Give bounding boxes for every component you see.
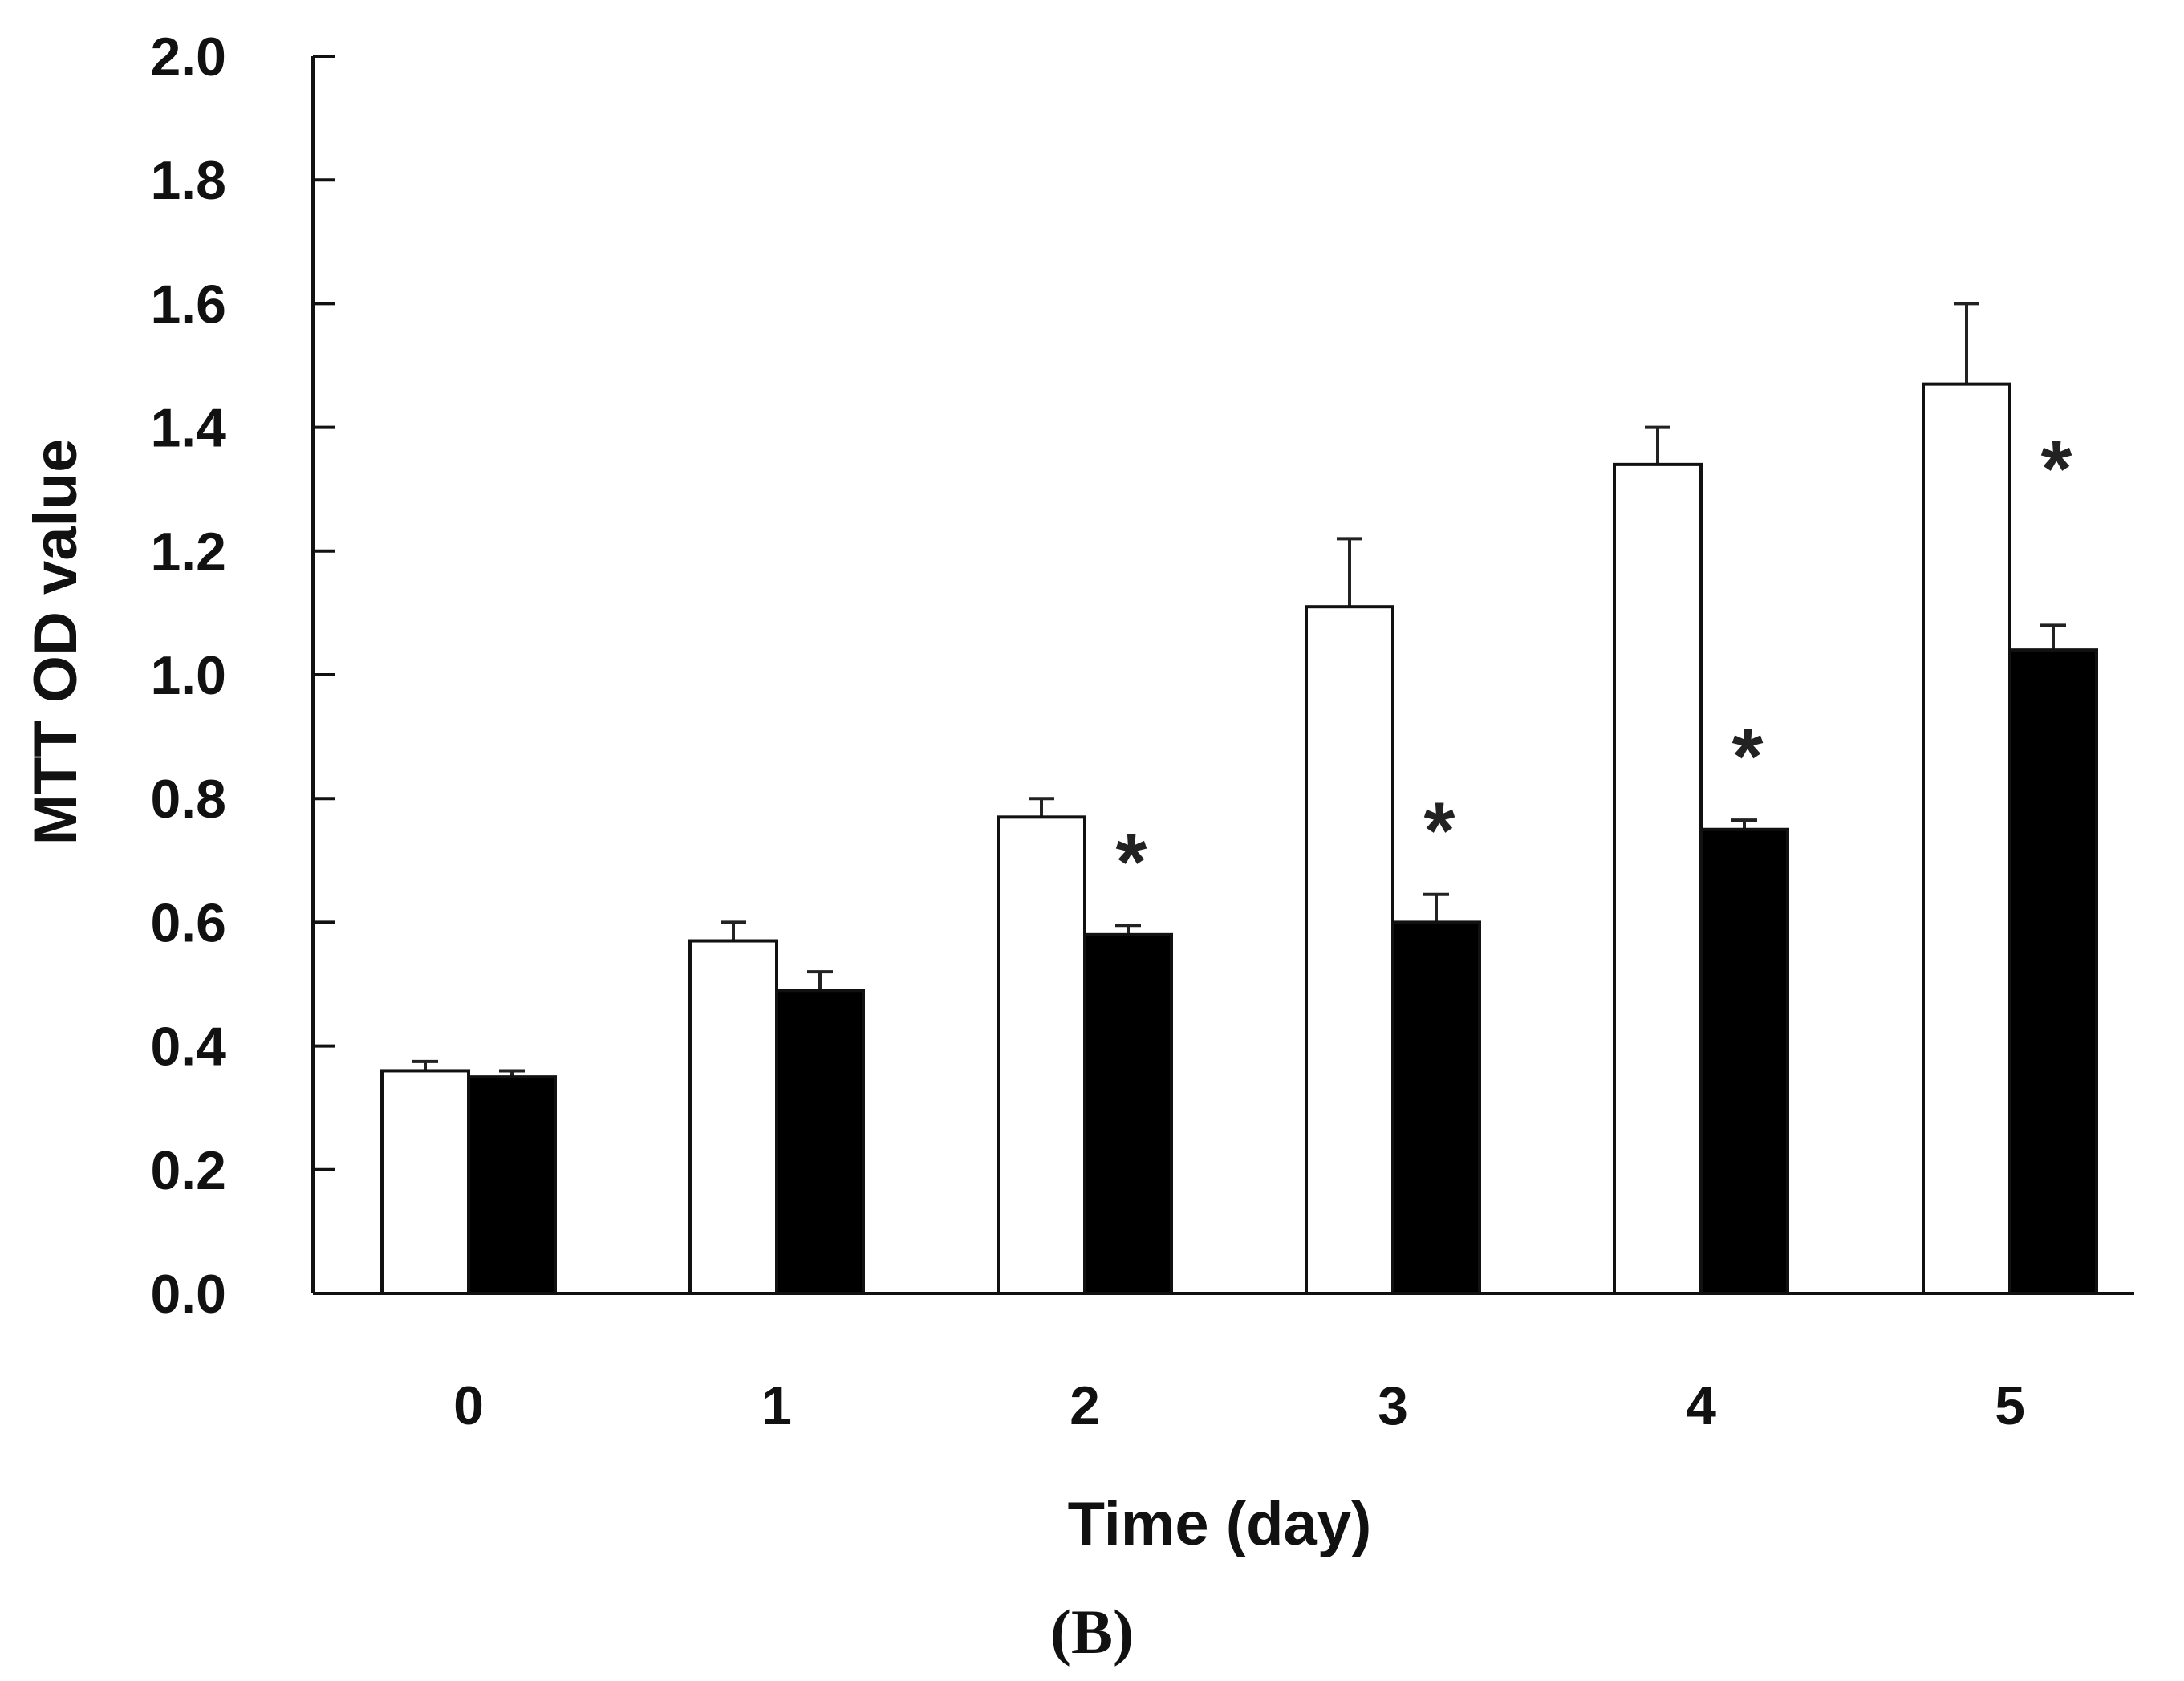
- y-tick-label: 1.2: [150, 522, 226, 583]
- y-tick-label: 1.4: [150, 398, 226, 459]
- significance-marker: *: [2041, 424, 2072, 514]
- bar-black: [775, 989, 865, 1295]
- y-tick-label: 1.8: [150, 150, 226, 211]
- axes: [311, 55, 2134, 1295]
- bar-black: [2008, 648, 2098, 1295]
- bar-black: [467, 1075, 557, 1296]
- bar-white: [380, 1069, 470, 1295]
- y-tick-label: 0.0: [150, 1264, 226, 1325]
- y-tick-label: 1.6: [150, 274, 226, 335]
- bar-black: [1391, 920, 1481, 1296]
- x-tick-label: 0: [453, 1375, 484, 1436]
- significance-marker: *: [1116, 817, 1147, 907]
- x-tick-label: 5: [1995, 1375, 2025, 1436]
- y-tick-label: 0.4: [150, 1017, 226, 1078]
- x-tick-label: 2: [1070, 1375, 1100, 1436]
- y-tick-label: 0.2: [150, 1140, 226, 1201]
- x-tick-label: 1: [761, 1375, 792, 1436]
- bar-white: [1305, 605, 1394, 1295]
- bar-white: [1922, 382, 2011, 1295]
- x-axis-title: Time (day): [1068, 1490, 1372, 1558]
- x-tick-label: 4: [1686, 1375, 1716, 1436]
- panel-label: (B): [1050, 1597, 1134, 1667]
- labels: 0.0 0.2 0.4 0.6 0.8 1.0 1.2 1.4 1.6 1.8 2.0 0 1 2 3 4 5 *…: [22, 26, 2072, 1667]
- bar-white: [688, 939, 778, 1296]
- bar-black: [1083, 932, 1173, 1295]
- y-tick-label: 0.8: [150, 769, 226, 830]
- significance-marker: *: [1732, 712, 1764, 802]
- significance-marker: *: [1424, 786, 1455, 876]
- x-tick-label: 3: [1378, 1375, 1408, 1436]
- bar-black: [1699, 827, 1789, 1295]
- y-tick-label: 1.0: [150, 645, 226, 706]
- y-axis-title: MTT OD value: [22, 439, 90, 846]
- y-tick-label: 0.6: [150, 892, 226, 953]
- bars: [380, 302, 2098, 1296]
- bar-white: [1613, 462, 1703, 1295]
- y-tick-label: 2.0: [150, 26, 226, 87]
- bar-white: [997, 815, 1086, 1295]
